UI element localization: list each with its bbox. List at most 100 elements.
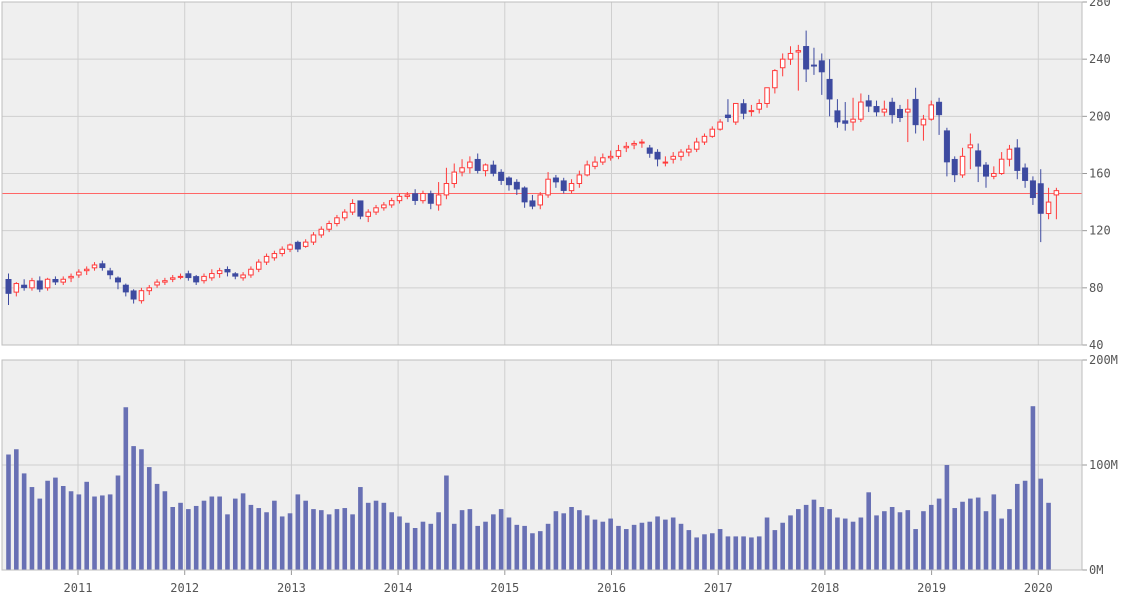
candle-body — [662, 161, 669, 164]
candle-down — [52, 276, 59, 285]
volume-bar — [983, 511, 989, 570]
volume-bar — [577, 510, 582, 570]
volume-bar — [592, 519, 598, 570]
candle-up — [459, 159, 465, 177]
candle-body — [1022, 167, 1029, 181]
price-tick-label: 200 — [1089, 109, 1111, 123]
candle-down — [130, 289, 137, 304]
candle-body — [584, 164, 590, 176]
volume-bar — [412, 528, 418, 570]
year-tick-label: 2015 — [490, 581, 519, 595]
candle-body — [209, 273, 215, 279]
volume-bar — [749, 537, 754, 570]
candle-body — [138, 290, 145, 302]
volume-bar — [522, 525, 527, 570]
candle-body — [639, 141, 645, 144]
candle-body — [1029, 180, 1036, 199]
candle-body — [396, 195, 403, 202]
candle-body — [795, 50, 802, 53]
volume-bar — [889, 507, 895, 570]
candle-body — [552, 177, 559, 183]
year-tick-label: 2014 — [384, 581, 413, 595]
candle-down — [490, 160, 497, 177]
price-panel-border — [1, 1, 1083, 346]
candle-body — [701, 135, 708, 143]
volume-bar — [678, 523, 684, 570]
candle-up — [858, 93, 864, 123]
volume-bar — [483, 521, 488, 570]
candle-up — [209, 269, 215, 281]
year-tick-label: 2013 — [277, 581, 306, 595]
volume-bar — [702, 534, 707, 570]
candle-up — [342, 209, 348, 221]
volume-bar — [788, 515, 793, 570]
volume-bar — [1014, 483, 1020, 570]
candle-up — [13, 282, 20, 297]
candle-down — [224, 266, 231, 277]
volume-bar — [279, 516, 285, 570]
volume-bar — [1030, 406, 1036, 570]
candle-up — [795, 44, 802, 91]
year-tick-label: 2012 — [170, 581, 199, 595]
candle-body — [631, 142, 637, 146]
candle-up — [29, 277, 35, 291]
candle-body — [654, 151, 661, 160]
candle-down — [1014, 139, 1021, 180]
candle-body — [201, 275, 207, 282]
candle-up — [568, 179, 575, 194]
candle-body — [29, 280, 35, 289]
volume-bar — [842, 518, 848, 570]
candle-up — [959, 147, 966, 178]
candle-up — [373, 204, 379, 215]
candle-up — [748, 104, 755, 117]
volume-bar — [882, 511, 887, 570]
candle-body — [146, 287, 153, 292]
candle-down — [810, 47, 817, 75]
candle-up — [83, 266, 90, 275]
candle-up — [787, 46, 794, 65]
volume-bar — [444, 475, 449, 570]
candle-body — [255, 261, 262, 270]
candle-down — [803, 30, 810, 83]
candle-up — [420, 190, 426, 204]
candle-body — [858, 101, 864, 120]
candle-up — [349, 199, 356, 215]
candle-up — [248, 266, 254, 278]
volume-bar — [913, 529, 918, 570]
candle-body — [693, 141, 700, 150]
candle-up — [607, 150, 614, 161]
volume-bar — [670, 517, 676, 570]
volume-bar — [350, 514, 355, 570]
candle-up — [138, 287, 145, 304]
candle-body — [490, 164, 497, 174]
volume-bar — [764, 517, 770, 570]
candle-body — [342, 211, 348, 219]
volume-bar — [944, 465, 950, 570]
candle-body — [302, 241, 309, 247]
candle-down — [498, 169, 505, 185]
volume-bar — [107, 494, 113, 570]
candle-body — [733, 102, 739, 123]
candle-body — [216, 270, 223, 275]
candle-body — [263, 255, 270, 263]
volume-bar — [201, 500, 207, 570]
candle-up — [318, 226, 325, 238]
candle-up — [44, 277, 51, 291]
volume-tick-label: 100M — [1089, 458, 1118, 472]
candle-down — [724, 99, 731, 123]
candle-body — [357, 200, 364, 217]
price-tick-label: 80 — [1089, 281, 1103, 295]
candle-down — [834, 99, 841, 128]
candle-body — [130, 290, 137, 300]
candle-up — [68, 273, 74, 283]
candle-body — [388, 200, 395, 206]
candle-body — [373, 207, 379, 213]
candle-up — [1006, 144, 1013, 167]
candle-down — [975, 143, 982, 183]
candle-body — [803, 46, 810, 70]
candle-body — [60, 278, 66, 283]
volume-bar — [358, 487, 363, 570]
candle-up — [537, 192, 544, 210]
volume-bar — [373, 500, 379, 570]
